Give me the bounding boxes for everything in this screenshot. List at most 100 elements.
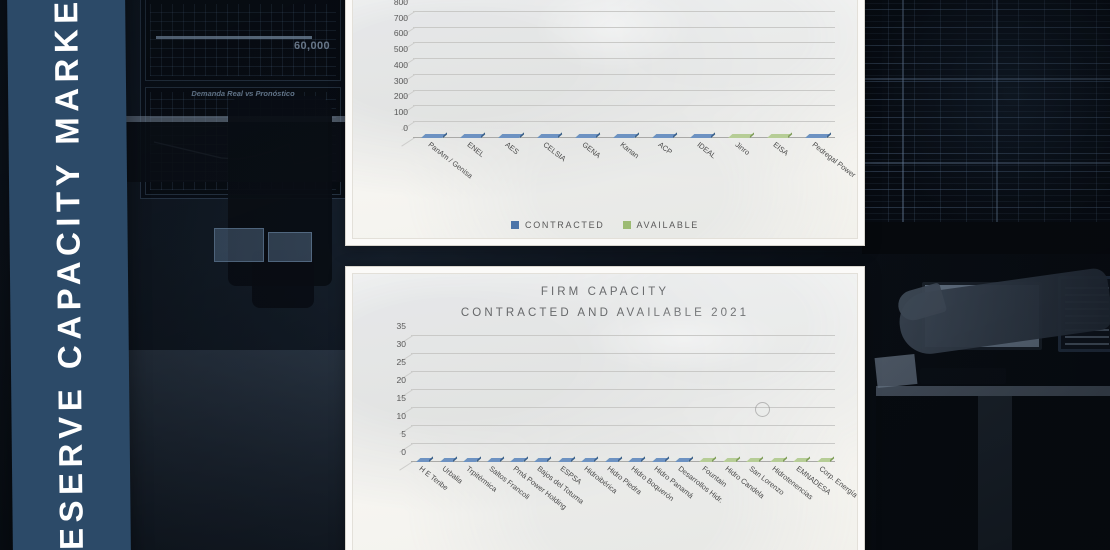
bar-group[interactable] [720,0,758,138]
x-label-slot: CELSIA [528,138,568,163]
chart-x-axis: PanAm / Genisa ENEL AES CELSIA GENA Kanan ACP I… [413,138,857,180]
x-label-slot: AES [490,138,528,160]
chart-axis-area: 0100200300400500600700800900PanAm / Geni… [379,0,857,180]
bar-group[interactable] [682,0,720,138]
x-label-slot: San Lorenzo [741,462,786,497]
bar-group[interactable] [758,0,796,138]
y-axis-tick-label: 10 [396,411,406,421]
y-axis-tick-label: 20 [396,375,406,385]
x-label-slot: ACP [643,138,681,160]
bar-group[interactable] [788,336,812,462]
bar-group[interactable] [413,0,451,138]
legend-color-swatch [511,221,519,229]
x-axis-tick-label: Pedregal Power [810,140,858,180]
bar-group[interactable] [566,0,604,138]
bar-group[interactable] [482,336,506,462]
y-axis-tick-label: 0 [403,123,408,133]
x-label-slot: Urbalia [435,462,465,486]
chart-plot-top: 0100200300400500600700800900PanAm / Geni… [379,0,857,180]
x-label-slot: Hidro Boquerón [623,462,675,503]
x-label-slot: Jinro [720,138,758,160]
x-label-slot: ENEL [451,138,489,160]
legend-item[interactable]: CONTRACTED [511,220,605,230]
bar-group[interactable] [458,336,482,462]
chart-axis-area: 0 5 10 15 20 25 30 35 H E Teribe Urbalia Trpitérmi… [377,321,857,512]
y-axis-tick-label: 800 [393,0,408,7]
legend-item[interactable]: AVAILABLE [622,220,700,230]
x-label-slot: Desarrollos Hidr. [670,462,725,505]
chart-panel-bottom: FIRM CAPACITY CONTRACTED AND AVAILABLE 2… [345,266,865,550]
y-axis-tick-label: 15 [396,393,406,403]
x-axis-tick-label: ENEL [464,140,486,159]
gridline [401,105,835,116]
y-axis-tick-label: 5 [401,429,406,439]
bar-group[interactable] [812,336,836,462]
x-label-slot: Hidro Piedra [600,462,644,496]
x-axis-tick-label: GENA [580,140,603,160]
y-axis-tick-label: 200 [393,91,408,102]
bar-group[interactable] [764,336,788,462]
bar-group[interactable] [643,0,681,138]
bar-group[interactable] [605,0,643,138]
gridline [401,58,835,68]
bar-group[interactable] [623,336,647,462]
gridline [399,407,835,417]
watermark-circle [755,402,770,417]
y-axis-tick-label: 30 [396,339,406,349]
sidebar-title-text: RESERVE CAPACITY MARKET [46,0,91,550]
x-label-slot: IDEAL [682,138,720,160]
y-axis-tick-label: 300 [393,75,408,86]
bar-group[interactable] [741,336,765,462]
x-label-slot: Hidrotenencias [764,462,815,501]
x-label-slot: Bajos del Totuma [529,462,585,506]
gridline [399,335,835,345]
x-label-slot: EISA [758,138,796,160]
bar-group[interactable] [600,336,624,462]
bar-group[interactable] [505,336,529,462]
gridline [399,371,835,381]
x-axis-tick-label: Jinro [733,140,752,157]
x-label-slot: ESPSA [552,462,584,486]
x-axis-tick-label: Kanan [618,140,641,161]
bar-group[interactable] [529,336,553,462]
x-label-slot: PanAm / Genisa [413,138,475,180]
bar-group[interactable] [411,336,435,462]
gridline [401,26,835,37]
gridline [401,121,835,131]
x-label-slot: Fountain [694,462,728,489]
y-axis-tick-label: 100 [393,107,408,118]
bar-group[interactable] [797,0,835,138]
x-label-slot: Kanan [605,138,643,160]
x-label-slot: EMNADESA [788,462,832,497]
legend-color-swatch [622,221,631,229]
chart-legend: CONTRACTED AVAILABLE [353,220,857,230]
bar-group[interactable] [528,0,566,138]
bar-group[interactable] [490,0,528,138]
x-label-slot: Trpitérmica [458,462,498,494]
sidebar-title-bar: RESERVE CAPACITY MARKET [6,0,132,550]
x-label-slot: GENA [566,138,604,160]
gridline [399,353,835,363]
bar-group[interactable] [576,336,600,462]
chart-subtitle: CONTRACTED AND AVAILABLE 2021 [460,307,750,319]
gridline [399,443,835,453]
gridline [399,425,835,435]
x-label-slot: Hidro Panamá [647,462,696,500]
bar-group[interactable] [435,336,459,462]
x-label-slot: Hidroibérica [576,462,619,495]
bar-group[interactable] [647,336,671,462]
x-label-slot: Saltos Francoli [482,462,532,501]
x-axis-tick-label: ACP [656,140,675,157]
bar-group[interactable] [694,336,718,462]
gridline [401,42,835,52]
bar-group[interactable] [717,336,741,462]
x-axis-tick-label: EISA [771,140,791,158]
chart-bars [411,336,835,462]
bar-group[interactable] [670,336,694,462]
bar-group[interactable] [552,336,576,462]
bar-group[interactable] [451,0,489,138]
gridline [401,89,835,100]
x-label-slot: Corp. Energía Istmo [812,462,857,512]
legend-label: AVAILABLE [636,220,699,230]
x-label-slot: H E Teribe [411,462,450,492]
